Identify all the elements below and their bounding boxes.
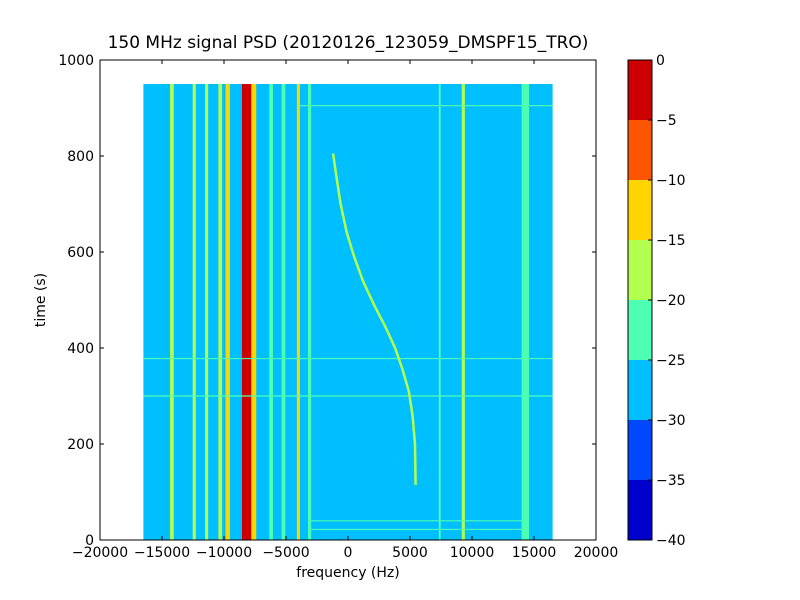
colorbar-segment (628, 420, 652, 480)
y-tick-label: 400 (67, 341, 94, 357)
y-tick-label: 800 (67, 149, 94, 165)
heatmap-band (521, 84, 530, 540)
x-axis-label: frequency (Hz) (296, 565, 399, 581)
colorbar-segment (628, 240, 652, 300)
colorbar-segment (628, 300, 652, 360)
x-tick-label: −20000 (72, 545, 128, 561)
heatmap-band (281, 84, 286, 540)
heatmap-background (143, 84, 553, 540)
heatmap-band (192, 84, 196, 540)
x-tick-label: −10000 (196, 545, 252, 561)
heatmap-band (218, 84, 223, 540)
y-tick-label: 1000 (58, 53, 94, 69)
colorbar-tick-label: 0 (656, 53, 665, 69)
y-tick-label: 600 (67, 245, 94, 261)
heatmap-band (269, 84, 273, 540)
x-tick-label: 5000 (392, 545, 428, 561)
colorbar-tick-label: −25 (656, 353, 686, 369)
colorbar-segment (628, 480, 652, 540)
heatmap-band (308, 84, 312, 540)
colorbar-segment (628, 360, 652, 420)
y-axis-label: time (s) (33, 273, 49, 327)
colorbar-segment (628, 60, 652, 120)
colorbar-tick-label: −30 (656, 413, 686, 429)
x-tick-label: 20000 (574, 545, 619, 561)
colorbar-tick-label: −40 (656, 533, 686, 549)
heatmap-band (205, 84, 209, 540)
heatmap-band (170, 84, 174, 540)
y-axis: 0 200 400 600 800 1000 (58, 53, 596, 549)
x-tick-label: 0 (344, 545, 353, 561)
heatmap-band (241, 84, 254, 540)
heatmap-band (461, 84, 465, 540)
colorbar-tick-label: −20 (656, 293, 686, 309)
plot-area (99, 59, 597, 541)
x-tick-label: 15000 (512, 545, 557, 561)
doppler-trace (331, 153, 417, 485)
x-tick-label: 10000 (450, 545, 495, 561)
colorbar: −40 −35 −30 −25 −20 −15 −10 −5 0 (627, 53, 686, 549)
chart-title: 150 MHz signal PSD (20120126_123059_DMSP… (108, 33, 589, 53)
heatmap-band (225, 84, 230, 540)
heatmap-band (251, 84, 257, 540)
heatmap-band (296, 84, 300, 540)
y-tick-label: 0 (85, 533, 94, 549)
heatmap-band (438, 84, 441, 540)
colorbar-segment (628, 180, 652, 240)
colorbar-tick-label: −10 (656, 173, 686, 189)
colorbar-segment (628, 120, 652, 180)
x-tick-label: −15000 (134, 545, 190, 561)
x-axis: −20000 −15000 −10000 −5000 0 5000 10000 15000 20… (72, 60, 618, 561)
colorbar-tick-label: −5 (656, 113, 677, 129)
colorbar-tick-label: −35 (656, 473, 686, 489)
y-tick-label: 200 (67, 437, 94, 453)
x-tick-label: −5000 (262, 545, 309, 561)
colorbar-tick-label: −15 (656, 233, 686, 249)
